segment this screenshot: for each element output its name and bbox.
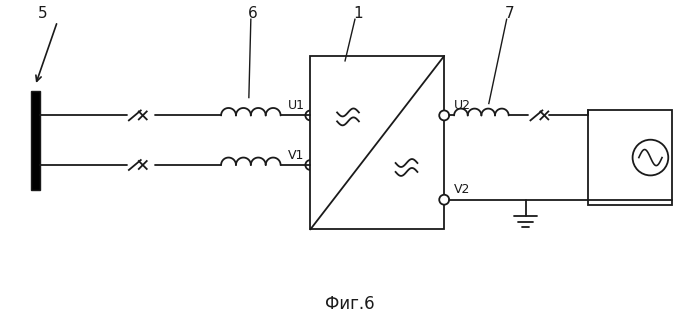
Text: V2: V2 xyxy=(454,183,470,196)
Text: 5: 5 xyxy=(38,6,48,21)
Text: 7: 7 xyxy=(505,6,514,21)
Text: V1: V1 xyxy=(288,149,305,162)
Text: U2: U2 xyxy=(454,99,470,112)
Bar xyxy=(588,111,672,205)
Text: 6: 6 xyxy=(248,6,258,21)
Circle shape xyxy=(439,195,449,205)
Circle shape xyxy=(439,111,449,120)
Circle shape xyxy=(633,140,668,175)
Text: 1: 1 xyxy=(353,6,363,21)
Circle shape xyxy=(305,111,315,120)
Bar xyxy=(31,90,40,190)
Text: U1: U1 xyxy=(288,99,305,112)
Text: Фиг.6: Фиг.6 xyxy=(325,295,374,313)
Bar xyxy=(310,56,444,229)
Circle shape xyxy=(305,160,315,170)
